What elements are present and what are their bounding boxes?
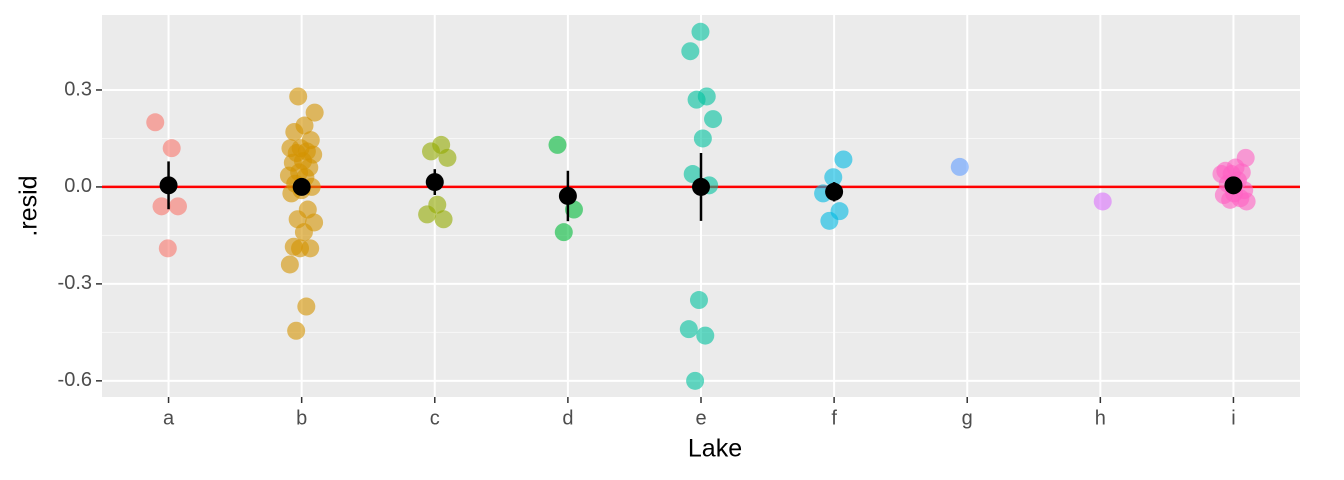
point bbox=[168, 197, 187, 216]
point bbox=[548, 135, 567, 154]
point bbox=[681, 42, 700, 61]
point bbox=[554, 223, 573, 242]
point bbox=[704, 110, 723, 129]
x-tick-label: g bbox=[962, 407, 973, 429]
point bbox=[285, 122, 304, 141]
mean-point bbox=[292, 177, 311, 196]
point bbox=[289, 87, 308, 106]
point bbox=[1093, 192, 1112, 211]
point bbox=[834, 150, 853, 169]
x-tick-label: e bbox=[695, 407, 706, 429]
x-tick-label: i bbox=[1231, 407, 1235, 429]
point bbox=[1237, 192, 1256, 211]
point bbox=[297, 297, 316, 316]
point bbox=[679, 320, 698, 339]
x-tick-label: c bbox=[430, 407, 440, 429]
point bbox=[152, 197, 171, 216]
y-tick-label: 0.0 bbox=[64, 175, 92, 197]
point bbox=[564, 200, 583, 219]
point bbox=[696, 326, 715, 345]
point bbox=[291, 239, 310, 258]
x-axis-title: Lake bbox=[688, 435, 742, 463]
point bbox=[421, 142, 440, 161]
point bbox=[693, 129, 712, 148]
point bbox=[158, 239, 177, 258]
y-axis-title: .resid bbox=[15, 175, 43, 236]
point bbox=[687, 90, 706, 109]
y-tick-label: 0.3 bbox=[64, 78, 92, 100]
mean-point bbox=[159, 176, 178, 195]
x-tick-label: a bbox=[163, 407, 175, 429]
point bbox=[686, 371, 705, 390]
point bbox=[950, 157, 969, 176]
point bbox=[820, 211, 839, 230]
mean-point bbox=[1224, 176, 1243, 195]
mean-point bbox=[558, 186, 577, 205]
y-tick-label: -0.3 bbox=[58, 272, 92, 294]
y-tick-label: -0.6 bbox=[58, 369, 92, 391]
x-tick-label: f bbox=[831, 407, 837, 429]
point bbox=[434, 210, 453, 229]
point bbox=[294, 223, 313, 242]
point bbox=[1221, 190, 1240, 209]
point bbox=[418, 205, 437, 224]
point bbox=[287, 321, 306, 340]
point bbox=[146, 113, 165, 132]
point bbox=[689, 291, 708, 310]
point bbox=[280, 255, 299, 274]
x-tick-label: b bbox=[296, 407, 307, 429]
marks bbox=[102, 22, 1300, 390]
point bbox=[162, 139, 181, 158]
mean-point bbox=[825, 182, 844, 201]
point bbox=[691, 22, 710, 41]
point bbox=[683, 165, 702, 184]
mean-point bbox=[692, 177, 710, 196]
point bbox=[305, 103, 324, 122]
point bbox=[438, 148, 457, 167]
mean-point bbox=[425, 173, 444, 192]
x-tick-label: d bbox=[562, 407, 573, 429]
point bbox=[824, 168, 843, 187]
x-tick-label: h bbox=[1095, 407, 1106, 429]
